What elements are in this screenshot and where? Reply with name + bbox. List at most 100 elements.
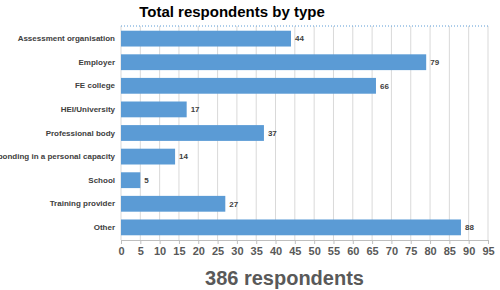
x-tick-label: 0	[118, 245, 124, 257]
bar	[121, 172, 140, 188]
y-tick: Professional body	[46, 129, 121, 138]
x-tick: 75	[405, 240, 417, 257]
y-tick-label: School	[88, 176, 115, 185]
data-labels: 44796617371452788	[144, 34, 474, 232]
x-tick-mark	[430, 240, 431, 244]
x-tick-label: 85	[444, 245, 456, 257]
y-tick-label: FE college	[75, 81, 116, 90]
data-label: 17	[191, 105, 200, 114]
x-tick: 50	[309, 240, 321, 257]
x-tick-mark	[372, 240, 373, 244]
x-tick-label: 40	[270, 245, 282, 257]
grid	[121, 26, 488, 240]
x-tick: 30	[231, 240, 243, 257]
bars	[121, 31, 461, 236]
frame-top	[121, 26, 488, 27]
y-tick: Responding in a personal capacity	[0, 152, 121, 161]
bar	[121, 54, 426, 70]
x-tick: 55	[328, 240, 340, 257]
x-tick-label: 30	[231, 245, 243, 257]
x-tick: 85	[444, 240, 456, 257]
y-tick-label: Employer	[79, 58, 115, 67]
data-label: 88	[465, 223, 474, 232]
x-tick-label: 50	[309, 245, 321, 257]
x-tick-label: 45	[289, 245, 301, 257]
y-tick-label: Training provider	[50, 199, 115, 208]
data-label: 14	[179, 152, 188, 161]
x-tick: 15	[173, 240, 185, 257]
x-tick-label: 5	[138, 245, 144, 257]
bar	[121, 102, 187, 118]
x-tick-label: 20	[193, 245, 205, 257]
x-axis-line	[122, 241, 489, 245]
x-tick: 65	[366, 240, 378, 257]
y-tick: FE college	[75, 81, 121, 90]
x-tick: 80	[424, 240, 436, 257]
bar	[121, 149, 175, 165]
x-tick-label: 25	[212, 245, 224, 257]
x-tick-label: 55	[328, 245, 340, 257]
x-tick: 35	[251, 240, 263, 257]
x-tick-label: 70	[386, 245, 398, 257]
x-tick: 10	[154, 240, 166, 257]
x-axis-title: 386 respondents	[205, 267, 364, 289]
x-tick: 40	[270, 240, 282, 257]
grid-line	[468, 26, 469, 240]
chart: 4479661737145278805101520253035404550556…	[0, 0, 500, 290]
x-tick-mark	[391, 240, 392, 244]
x-tick-label: 60	[347, 245, 359, 257]
y-tick: Assessment organisation	[18, 34, 121, 43]
x-tick-mark	[179, 240, 180, 244]
data-label: 5	[144, 176, 149, 185]
x-tick-label: 95	[482, 245, 494, 257]
bar	[121, 31, 291, 47]
data-label: 27	[229, 200, 238, 209]
x-tick-mark	[218, 240, 219, 244]
bar	[121, 125, 264, 141]
y-tick: School	[88, 176, 121, 185]
bar	[121, 78, 376, 94]
x-tick-mark	[198, 240, 199, 244]
x-tick: 90	[463, 240, 475, 257]
y-tick: Training provider	[50, 199, 121, 208]
x-tick: 20	[193, 240, 205, 257]
x-tick-label: 80	[424, 245, 436, 257]
x-tick-mark	[256, 240, 257, 244]
grid-line	[488, 26, 489, 240]
data-label: 37	[268, 129, 277, 138]
y-tick-label: Other	[94, 223, 115, 232]
x-tick: 5	[138, 240, 144, 257]
x-tick-mark	[488, 240, 489, 244]
bar	[121, 196, 225, 212]
y-axis: Assessment organisation Employer FE colleg…	[0, 34, 121, 232]
x-tick-label: 35	[251, 245, 263, 257]
x-tick-mark	[121, 240, 122, 244]
x-tick-mark	[449, 240, 450, 244]
x-tick-mark	[314, 240, 315, 244]
x-tick-mark	[140, 240, 141, 244]
x-tick-mark	[160, 240, 161, 244]
x-tick-mark	[469, 240, 470, 244]
x-tick: 25	[212, 240, 224, 257]
x-tick: 60	[347, 240, 359, 257]
y-tick: Employer	[79, 58, 121, 67]
x-tick: 45	[289, 240, 301, 257]
x-tick-mark	[295, 240, 296, 244]
x-tick-mark	[237, 240, 238, 244]
x-tick-mark	[276, 240, 277, 244]
y-tick-label: Professional body	[46, 129, 116, 138]
title: Total respondents by type	[139, 3, 325, 20]
x-axis: 0 5 10 15 20 25 30 35 40 45 50 55 60 65 70 75 80 85 90 95	[118, 240, 494, 257]
grid-line	[449, 26, 450, 240]
x-tick-mark	[353, 240, 354, 244]
x-tick-label: 10	[154, 245, 166, 257]
x-tick: 70	[386, 240, 398, 257]
x-tick-label: 75	[405, 245, 417, 257]
x-tick-label: 15	[173, 245, 185, 257]
data-label: 44	[295, 34, 304, 43]
plot: 4479661737145278805101520253035404550556…	[0, 26, 495, 257]
x-tick-mark	[333, 240, 334, 244]
x-tick-label: 65	[366, 245, 378, 257]
y-tick-label: Assessment organisation	[18, 34, 115, 43]
x-tick: 0	[118, 240, 124, 257]
